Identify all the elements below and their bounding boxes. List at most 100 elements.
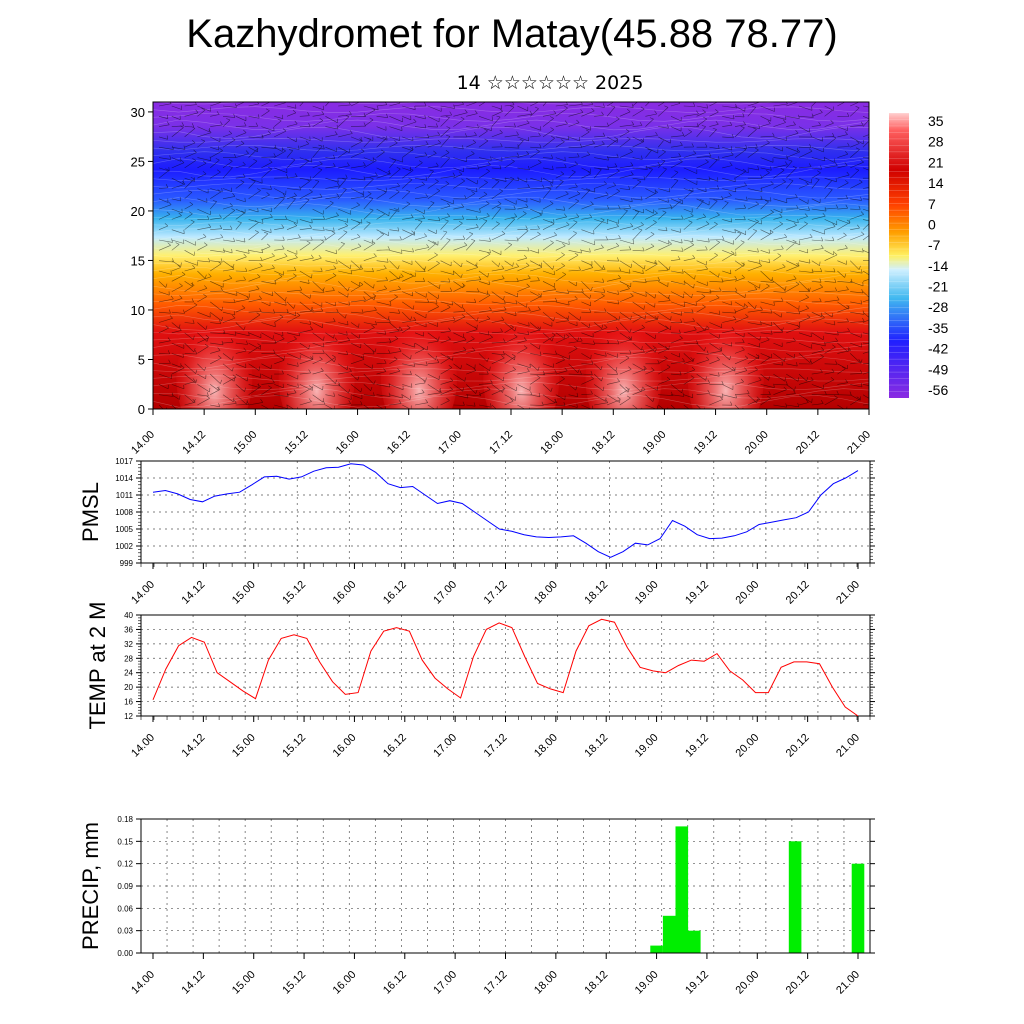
x-tick-label: 15.12 [280, 579, 308, 607]
contour-line [153, 368, 869, 373]
colorbar-label: 7 [928, 196, 936, 212]
y-tick-label: 1011 [116, 491, 134, 500]
series-line [152, 618, 859, 717]
x-tick-label: 14.12 [180, 969, 208, 997]
x-tick-label: 15.00 [230, 732, 258, 760]
contour-line [153, 196, 869, 208]
x-tick-label: 14.00 [129, 732, 157, 760]
x-tick-label: 17.00 [431, 732, 459, 760]
x-tick-label: 20.00 [733, 969, 761, 997]
precip-bar [788, 841, 802, 953]
y-tick-label: 5 [138, 352, 145, 367]
contour-line [153, 273, 869, 284]
contour-line [153, 266, 869, 276]
series-line [152, 463, 859, 558]
y-tick-label: 0.03 [117, 927, 133, 936]
x-tick-label: 14.00 [129, 969, 157, 997]
y-tick-label: 0.18 [117, 815, 133, 824]
y-tick-label: 24 [124, 669, 133, 678]
precip-bar [662, 915, 676, 953]
x-tick-label: 18.12 [589, 429, 617, 457]
x-tick-label: 18.12 [582, 969, 610, 997]
y-tick-label: 0.00 [117, 949, 133, 958]
colorbar-label: 35 [928, 113, 944, 129]
chart-title: Kazhydromet for Matay(45.88 78.77) [186, 12, 838, 56]
x-tick-label: 19.00 [633, 732, 661, 760]
y-tick-label: 0.06 [117, 904, 133, 913]
colorbar-label: -35 [928, 320, 948, 336]
y-tick-label: 16 [124, 698, 133, 707]
x-tick-label: 19.00 [641, 429, 669, 457]
contour-line [153, 356, 869, 369]
x-tick-label: 15.00 [230, 969, 258, 997]
y-tick-label: 15 [131, 253, 145, 268]
x-tick-label: 20.12 [784, 969, 812, 997]
warm-spot [278, 319, 355, 409]
contour-line [153, 221, 869, 228]
x-tick-label: 16.00 [331, 732, 359, 760]
colorbar-label: 21 [928, 154, 944, 170]
precip-bar [688, 930, 701, 953]
y-tick-label: 25 [131, 154, 145, 169]
colorbar-label: -56 [928, 382, 948, 398]
contour-line [153, 234, 869, 246]
y-tick-label: 1002 [115, 542, 133, 551]
warm-spot [585, 319, 662, 409]
x-tick-label: 16.00 [331, 969, 359, 997]
contour-line [153, 158, 869, 169]
x-tick-label: 16.00 [331, 579, 359, 607]
contour-line [153, 298, 869, 305]
y-tick-label: 999 [120, 559, 134, 568]
colorbar-label: -28 [928, 299, 948, 315]
x-tick-label: 16.12 [385, 429, 413, 457]
y-tick-label: 12 [124, 712, 133, 721]
y-tick-label: 40 [124, 611, 133, 620]
precip-bar [851, 863, 865, 953]
y-tick-label: 1008 [115, 508, 133, 517]
x-tick-label: 14.00 [129, 579, 157, 607]
contour-line [153, 106, 869, 113]
x-tick-label: 17.12 [482, 579, 510, 607]
contour-line [153, 318, 869, 331]
x-tick-label: 16.12 [381, 732, 409, 760]
x-tick-label: 19.12 [683, 579, 711, 607]
y-tick-label: 0 [138, 402, 145, 417]
x-tick-label: 20.00 [743, 429, 771, 457]
contour-line [153, 176, 869, 182]
x-tick-label: 16.12 [381, 579, 409, 607]
x-tick-label: 14.12 [180, 732, 208, 760]
contour-line [153, 228, 869, 237]
colorbar-label: 14 [928, 175, 944, 191]
x-tick-label: 15.00 [231, 429, 259, 457]
colorbar-label: -42 [928, 341, 948, 357]
x-tick-label: 18.12 [582, 579, 610, 607]
contour-line [153, 374, 869, 382]
x-tick-label: 15.00 [230, 579, 258, 607]
y-tick-label: 20 [131, 204, 145, 219]
colorbar-label: -7 [928, 237, 941, 253]
x-tick-label: 18.00 [538, 429, 566, 457]
contour-line [153, 311, 869, 323]
x-tick-label: 20.00 [733, 732, 761, 760]
x-tick-label: 19.00 [633, 969, 661, 997]
x-tick-label: 19.12 [692, 429, 720, 457]
colorbar [889, 113, 909, 398]
x-tick-label: 17.12 [487, 429, 515, 457]
x-tick-label: 15.12 [280, 732, 308, 760]
warm-spot [176, 319, 253, 409]
x-tick-label: 15.12 [283, 429, 311, 457]
x-tick-label: 19.12 [683, 969, 711, 997]
x-tick-label: 21.00 [834, 579, 862, 607]
y-tick-label: 0.15 [117, 837, 133, 846]
x-tick-label: 20.12 [784, 732, 812, 760]
contour-line [153, 329, 869, 335]
y-axis-label: TEMP at 2 M [85, 602, 110, 730]
x-tick-label: 19.00 [633, 579, 661, 607]
y-tick-label: 32 [124, 640, 133, 649]
y-tick-label: 20 [124, 683, 133, 692]
y-axis-label: PMSL [78, 482, 103, 542]
x-tick-label: 14.00 [129, 429, 157, 457]
y-axis-label: PRECIP, mm [78, 822, 103, 950]
y-tick-label: 28 [124, 654, 133, 663]
